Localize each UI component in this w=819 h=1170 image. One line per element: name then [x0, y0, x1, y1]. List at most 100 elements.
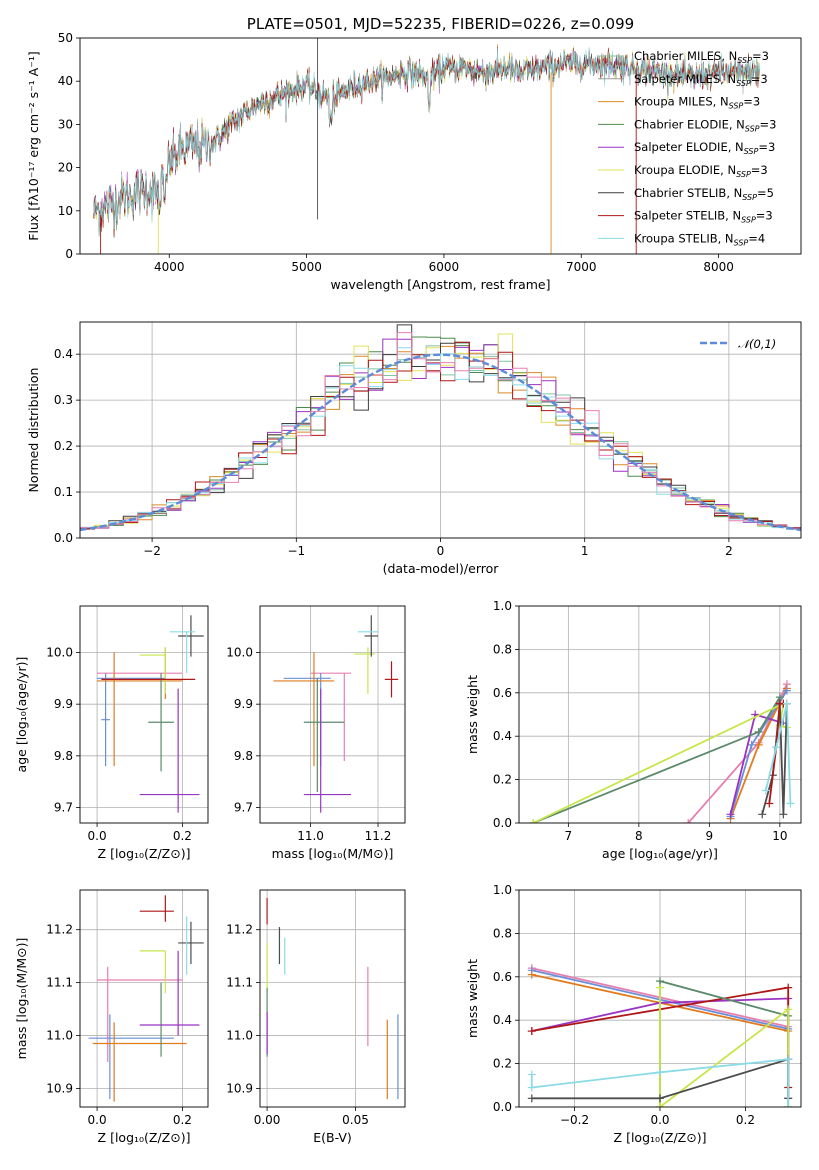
x-tick-label: 2 — [725, 544, 733, 558]
y-axis-label: mass weight — [465, 675, 480, 754]
y-tick-label: 10.9 — [226, 1081, 253, 1095]
series-marker — [527, 1083, 536, 1092]
y-tick-label: 0.8 — [493, 926, 512, 940]
x-tick-label: 0 — [437, 544, 445, 558]
series-marker — [656, 1094, 664, 1103]
chart-residuals: −2 −1 0 1 2 0.0 0.1 0.2 0.3 0.4 (data-model)/error… — [26, 321, 802, 576]
axes-frame — [259, 605, 406, 824]
y-tick-label: 0.6 — [493, 970, 512, 984]
plot-area — [519, 890, 801, 1107]
series-marker — [529, 819, 538, 823]
y-tick-label: 0.2 — [493, 773, 512, 787]
x-tick-label: 0.0 — [88, 829, 107, 843]
chart-mass_vs_Z: 0.0 0.2 10.9 11.0 11.1 11.2 Z [log₁₀(Z/Z⊙)] mas… — [14, 889, 209, 1145]
y-tick-label: 10.9 — [46, 1081, 73, 1095]
chart-age_vs_Z: 0.0 0.2 9.7 9.8 9.9 10.0 Z [log₁₀(Z/Z⊙)] age [l… — [14, 605, 209, 861]
legend-entry: Chabrier ELODIE, NSSP=3 — [634, 117, 776, 133]
y-tick-label: 0.1 — [54, 485, 73, 499]
y-tick-label: 9.9 — [54, 697, 73, 711]
series-marker — [784, 1005, 793, 1014]
y-tick-label: 9.7 — [54, 801, 73, 815]
series-marker — [782, 699, 791, 708]
chart-massweight_vs_Z: −0.2 0.0 0.2 0.0 0.2 0.4 0.6 0.8 1.0 Z [log₁₀(Z/Z… — [465, 883, 802, 1145]
x-tick-label: 0.00 — [254, 1113, 281, 1127]
y-axis-label: age [log₁₀(age/yr)] — [14, 657, 29, 773]
series-marker — [761, 786, 770, 795]
x-tick-label: 6000 — [429, 260, 460, 274]
y-axis-label: Flux [fλ10⁻¹⁷ erg cm⁻² s⁻¹ A⁻¹] — [26, 51, 41, 240]
y-tick-label: 40 — [58, 74, 73, 88]
y-tick-label: 10.0 — [226, 646, 253, 660]
chart-massweight_vs_age: 7 8 9 10 0.0 0.2 0.4 0.6 0.8 1.0 age [log₁₀(age/yr… — [465, 599, 802, 861]
chart-mass_vs_ebv: 0.00 0.05 10.9 11.0 11.1 11.2 E(B-V) — [226, 889, 406, 1145]
series-marker — [656, 983, 664, 992]
x-tick-label: 0.0 — [650, 1113, 669, 1127]
x-tick-label: 0.05 — [342, 1113, 369, 1127]
series-marker — [786, 799, 795, 808]
y-axis-label: mass weight — [465, 959, 480, 1038]
x-axis-label: wavelength [Angstrom, rest frame] — [330, 277, 550, 292]
y-tick-label: 30 — [58, 117, 73, 131]
y-tick-label: 9.8 — [54, 749, 73, 763]
y-tick-label: 0.4 — [54, 347, 73, 361]
series-marker — [527, 1070, 536, 1079]
axes-frame — [79, 321, 802, 539]
legend-entry: Salpeter ELODIE, NSSP=3 — [634, 140, 775, 156]
x-axis-label: mass [log₁₀(M/M⊙)] — [272, 846, 394, 861]
y-tick-label: 0.4 — [493, 1013, 512, 1027]
chart-title: PLATE=0501, MJD=52235, FIBERID=0226, z=0… — [247, 15, 634, 33]
series-marker — [527, 1094, 536, 1103]
chart-age_vs_mass: 11.0 11.2 9.7 9.8 9.9 10.0 mass [log₁₀(M/M⊙)] — [226, 605, 406, 861]
series-marker — [784, 983, 793, 992]
y-tick-label: 10 — [58, 204, 73, 218]
x-tick-label: 9 — [706, 829, 714, 843]
x-axis-label: age [log₁₀(age/yr)] — [602, 846, 718, 861]
plot-area — [80, 322, 801, 538]
axes-frame — [259, 889, 406, 1108]
x-tick-label: 1 — [581, 544, 589, 558]
series-marker — [527, 970, 536, 979]
series-marker — [747, 740, 756, 749]
x-tick-label: −1 — [287, 544, 305, 558]
legend-entry: Salpeter MILES, NSSP=3 — [634, 72, 768, 88]
plot-area — [260, 890, 405, 1107]
axes-frame — [79, 37, 802, 255]
x-tick-label: 0.2 — [173, 829, 192, 843]
x-tick-label: 11.2 — [365, 829, 392, 843]
normal-curve — [80, 353, 801, 532]
series-line-5 — [532, 702, 788, 823]
series-marker — [754, 727, 763, 736]
series-marker — [784, 1103, 793, 1107]
x-tick-label: 0.0 — [88, 1113, 107, 1127]
x-tick-label: −2 — [143, 544, 161, 558]
series-marker — [779, 810, 788, 819]
series-marker — [765, 799, 774, 808]
legend: 𝒩(0,1) — [700, 337, 776, 351]
x-tick-label: 0.2 — [736, 1113, 755, 1127]
spectrum-series-8 — [93, 47, 760, 237]
y-tick-label: 0.8 — [493, 642, 512, 656]
series-marker — [656, 1103, 664, 1107]
plot-area — [260, 606, 405, 823]
histogram-8 — [80, 332, 801, 530]
y-tick-label: 11.2 — [46, 923, 73, 937]
legend-entry: Kroupa STELIB, NSSP=4 — [634, 231, 765, 247]
y-axis-label: mass [log₁₀(M/M⊙)] — [14, 938, 29, 1060]
x-tick-label: 7000 — [566, 260, 597, 274]
y-tick-label: 9.7 — [234, 801, 253, 815]
legend-entry: Kroupa ELODIE, NSSP=3 — [634, 163, 768, 179]
x-tick-label: 10 — [772, 829, 787, 843]
y-tick-label: 10.0 — [46, 646, 73, 660]
legend-entry: Kroupa MILES, NSSP=3 — [634, 95, 760, 111]
series-marker — [754, 740, 763, 749]
legend-entry: Chabrier STELIB, NSSP=5 — [634, 186, 774, 202]
y-tick-label: 11.1 — [226, 976, 253, 990]
y-tick-label: 9.8 — [234, 749, 253, 763]
y-tick-label: 11.2 — [226, 923, 253, 937]
x-tick-label: 8000 — [703, 260, 734, 274]
histogram-5 — [80, 324, 801, 530]
x-tick-label: 4000 — [154, 260, 185, 274]
y-tick-label: 11.0 — [226, 1029, 253, 1043]
y-tick-label: 0.3 — [54, 393, 73, 407]
